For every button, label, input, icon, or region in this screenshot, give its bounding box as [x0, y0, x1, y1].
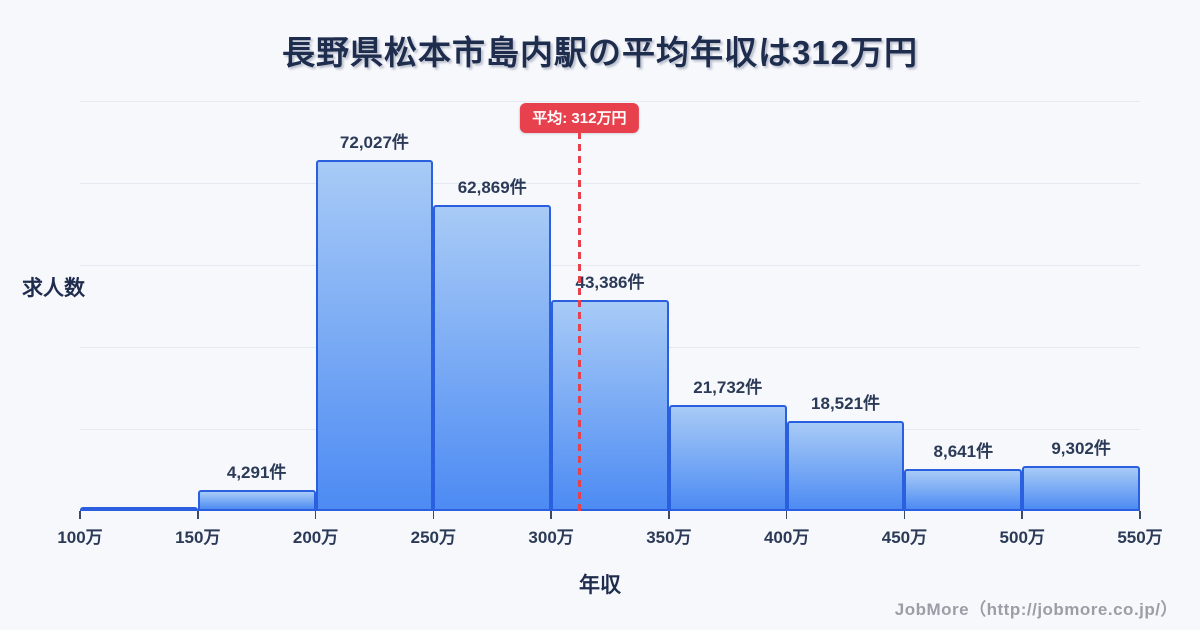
x-axis-tick [1139, 511, 1141, 519]
x-axis-tick [785, 511, 788, 519]
histogram-bar [786, 420, 905, 511]
x-axis-tick-label: 450万 [881, 528, 928, 547]
x-axis-tick-label: 550万 [1117, 528, 1163, 547]
bar-value-label: 43,386件 [575, 272, 645, 292]
histogram-bar [80, 507, 198, 511]
bar-value-label: 18,521件 [811, 393, 881, 413]
x-axis-tick-label: 150万 [175, 528, 221, 547]
average-line [577, 132, 581, 511]
gridline [80, 265, 1140, 266]
histogram-bar [904, 468, 1023, 511]
x-axis-label: 年収 [579, 574, 621, 597]
x-axis-tick [903, 511, 906, 519]
x-axis-tick [432, 511, 435, 519]
x-axis-tick [197, 511, 199, 519]
plot-area: 平均: 312万円 4,291件 72,027件 62,869件 43,386件 21,… [57, 101, 1163, 547]
gridline [80, 183, 1140, 184]
histogram-bar [668, 405, 787, 511]
x-axis-tick-label: 200万 [292, 528, 339, 547]
x-axis-tick-label: 250万 [410, 528, 457, 547]
x-axis-tick [314, 511, 317, 519]
credit-text: JobMore（http://jobmore.co.jp/） [894, 600, 1178, 619]
histogram-bar [1022, 465, 1140, 511]
histogram-bar [315, 159, 434, 511]
x-axis-tick [668, 511, 670, 519]
x-axis-tick-label: 100万 [57, 528, 103, 547]
chart-title: 長野県松本市島内駅の平均年収は312万円 [281, 34, 919, 71]
histogram-bar [197, 490, 316, 511]
x-axis-tick [550, 511, 552, 519]
histogram-bar [551, 299, 669, 511]
x-axis-tick-label: 500万 [999, 528, 1045, 547]
x-axis-tick [79, 511, 81, 519]
bar-value-label: 62,869件 [457, 177, 527, 197]
bar-value-label: 9,302件 [1051, 438, 1111, 458]
x-axis-tick-label: 350万 [646, 528, 692, 547]
histogram-bar [433, 204, 552, 511]
x-axis-tick-label: 300万 [528, 528, 574, 547]
bar-value-label: 8,641件 [933, 441, 994, 461]
bar-value-label: 4,291件 [226, 463, 287, 483]
x-axis-tick [1021, 511, 1023, 519]
y-axis-label: 求人数 [22, 277, 85, 300]
bar-value-label: 72,027件 [339, 132, 409, 152]
gridline [80, 101, 1140, 102]
x-axis-tick-label: 400万 [763, 528, 810, 547]
bar-value-label: 21,732件 [693, 378, 763, 398]
average-badge: 平均: 312万円 [520, 103, 639, 133]
